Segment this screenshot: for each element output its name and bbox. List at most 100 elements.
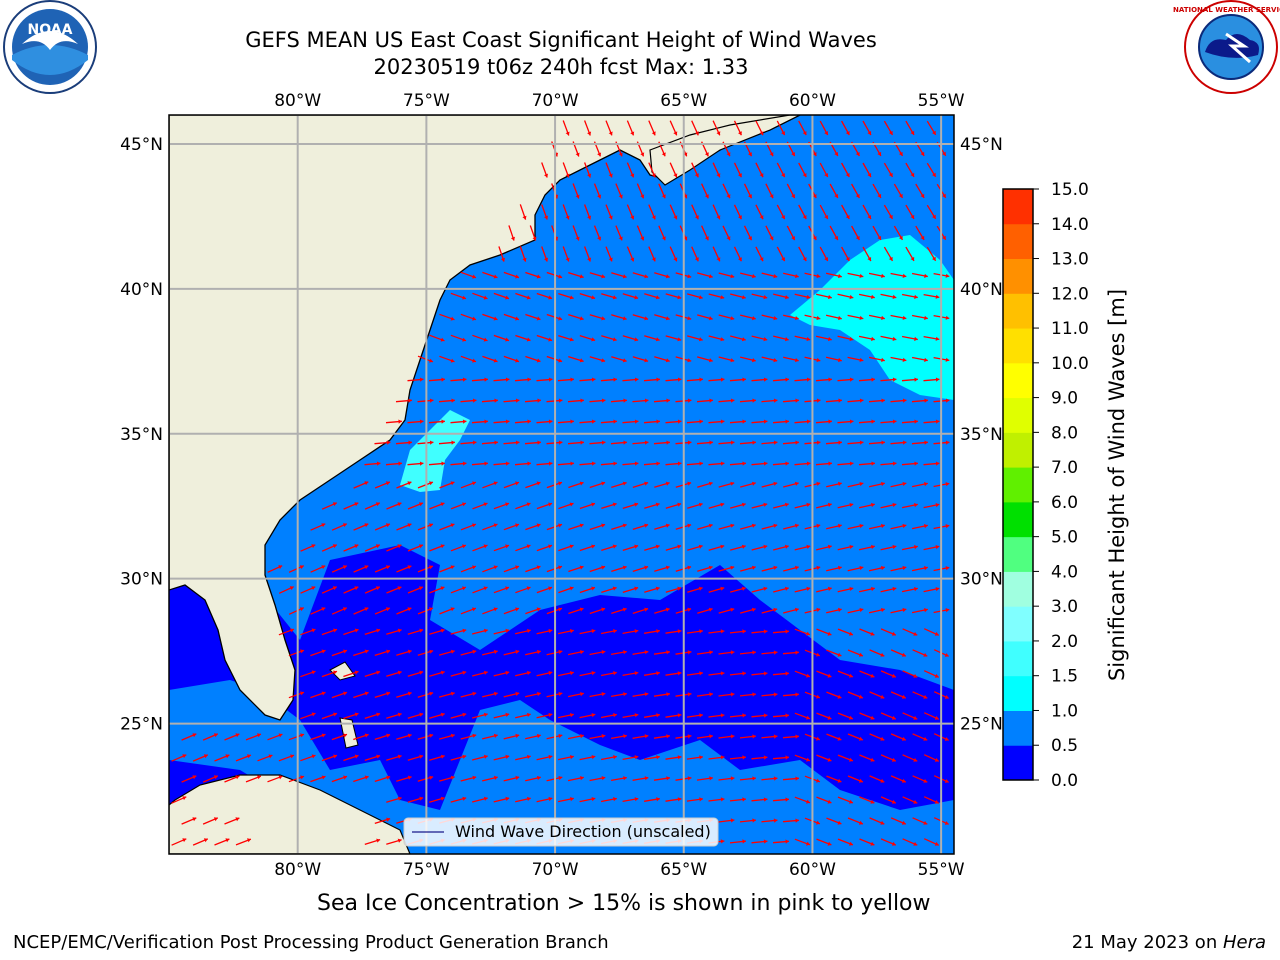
- colorbar-segment: [1003, 258, 1033, 294]
- colorbar-frame: [1002, 188, 1034, 781]
- wind-wave-arrowhead: [656, 419, 660, 424]
- wind-wave-arrowhead: [902, 273, 907, 278]
- map-legend: Wind Wave Direction (unscaled): [403, 817, 719, 847]
- wind-wave-arrowhead: [364, 649, 369, 654]
- wind-wave-arrowhead: [934, 799, 939, 804]
- wind-wave-arrowhead: [720, 755, 725, 760]
- wind-wave-arrowhead: [397, 502, 402, 507]
- wind-wave-arrowhead: [644, 692, 649, 697]
- wind-wave-arrowhead: [849, 461, 854, 466]
- wind-wave-arrowhead: [920, 193, 925, 198]
- wind-wave-arrowhead: [877, 235, 882, 240]
- wind-wave-arrowhead: [773, 776, 778, 781]
- wind-wave-arrowhead: [694, 173, 699, 178]
- wind-wave-arrowhead: [333, 670, 337, 675]
- colorbar-tick-label: 10.0: [1051, 354, 1089, 374]
- wind-wave-arrowhead: [300, 649, 304, 654]
- wind-wave-arrowhead: [944, 653, 949, 657]
- wind-wave-arrowhead: [484, 461, 488, 466]
- wind-wave-arrowhead: [859, 440, 864, 445]
- wind-wave-arrowhead: [527, 461, 531, 466]
- wind-wave-arrowhead: [901, 820, 906, 825]
- wind-wave-arrowhead: [791, 152, 795, 157]
- wind-wave-arrowhead: [419, 502, 423, 507]
- colorbar-segment: [1003, 467, 1033, 503]
- wind-wave-arrowhead: [493, 733, 498, 738]
- wind-wave-arrowhead: [656, 713, 660, 718]
- wind-wave-arrowhead: [278, 565, 283, 569]
- wind-wave-arrowhead: [806, 294, 811, 300]
- wind-wave-arrowhead: [623, 440, 627, 445]
- wind-wave-arrowhead: [515, 398, 520, 403]
- wind-wave-arrowhead: [881, 565, 885, 571]
- wind-wave-arrowhead: [483, 502, 488, 507]
- wind-wave-arrowhead: [613, 377, 617, 382]
- wind-wave-arrowhead: [666, 692, 670, 697]
- wind-wave-arrowhead: [558, 274, 563, 279]
- low-wave-region-south: [169, 545, 954, 810]
- wind-wave-arrowhead: [608, 215, 613, 220]
- wind-wave-arrowhead: [462, 628, 467, 633]
- wind-wave-arrowhead: [608, 131, 613, 136]
- footer-date-text: 21 May 2023 on: [1071, 932, 1223, 953]
- wind-wave-arrowhead: [213, 817, 218, 822]
- wind-wave-arrowhead: [699, 755, 703, 760]
- wind-wave-arrowhead: [569, 544, 574, 549]
- wind-wave-arrowhead: [784, 544, 789, 549]
- wind-wave-arrowhead: [913, 673, 918, 678]
- wind-wave-arrowhead: [888, 256, 893, 261]
- wind-wave-arrowhead: [440, 337, 445, 342]
- wind-wave-arrowhead: [902, 523, 907, 529]
- wind-wave-arrowhead: [213, 733, 218, 738]
- wind-wave-arrowhead: [419, 419, 424, 424]
- wind-wave-arrowhead: [612, 337, 617, 342]
- wind-wave-arrowhead: [665, 481, 670, 486]
- wind-wave-arrowhead: [827, 673, 832, 678]
- wind-wave-arrowhead: [493, 316, 498, 321]
- wind-wave-arrowhead: [738, 257, 742, 262]
- wind-wave-arrowhead: [493, 649, 498, 654]
- wind-wave-arrowhead: [849, 502, 854, 507]
- wind-wave-arrowhead: [268, 754, 273, 759]
- wind-wave-arrowhead: [720, 295, 725, 300]
- wind-wave-arrowhead: [913, 631, 918, 636]
- wind-wave-arrowhead: [816, 523, 821, 528]
- wind-wave-arrowhead: [579, 274, 584, 279]
- colorbar: 0.0 0.5 1.0 1.5 2.0 3.0 4.0 5.0 6.0 7.0 8.0 9.0 10.0…: [1002, 180, 1089, 791]
- wind-wave-arrowhead: [849, 294, 854, 300]
- wind-wave-arrowhead: [773, 440, 778, 445]
- wind-wave-arrowhead: [579, 607, 584, 612]
- wind-wave-arrowhead: [859, 565, 864, 571]
- wind-wave-arrowhead: [687, 692, 692, 697]
- wind-wave-arrowhead: [726, 152, 731, 157]
- wind-wave-arrowhead: [828, 377, 832, 382]
- wind-wave-arrowhead: [751, 565, 756, 570]
- wind-wave-arrowhead: [213, 775, 218, 780]
- wind-wave-arrowhead: [623, 650, 627, 655]
- land-cuba: [169, 774, 411, 854]
- wind-wave-arrowhead: [608, 173, 613, 178]
- wind-wave-arrowhead: [945, 440, 950, 445]
- wind-wave-arrowhead: [880, 820, 885, 825]
- wind-wave-arrowhead: [838, 523, 842, 528]
- wind-wave-arrowhead: [824, 215, 828, 219]
- wind-wave-arrowhead: [493, 274, 498, 279]
- wind-wave-arrowhead: [450, 691, 455, 696]
- wind-wave-arrowhead: [924, 398, 928, 403]
- wind-wave-arrowhead: [536, 274, 541, 279]
- wind-wave-arrowhead: [870, 673, 875, 678]
- wind-wave-arrowhead: [569, 337, 574, 342]
- wind-wave-arrowhead: [613, 419, 617, 424]
- wind-wave-arrowhead: [634, 713, 639, 718]
- wind-wave-arrowhead: [683, 194, 688, 199]
- wind-wave-arrowhead: [881, 273, 885, 278]
- wind-wave-arrowhead: [515, 274, 519, 279]
- wind-wave-arrowhead: [407, 607, 412, 612]
- wind-wave-arrowhead: [661, 194, 666, 199]
- wind-wave-arrowhead: [483, 754, 488, 759]
- wind-wave-arrowhead: [824, 173, 828, 177]
- wind-wave-arrowhead: [791, 194, 795, 199]
- wind-wave-arrowhead: [806, 502, 811, 507]
- wind-wave-arrowhead: [656, 797, 660, 802]
- wind-wave-arrowhead: [902, 440, 907, 445]
